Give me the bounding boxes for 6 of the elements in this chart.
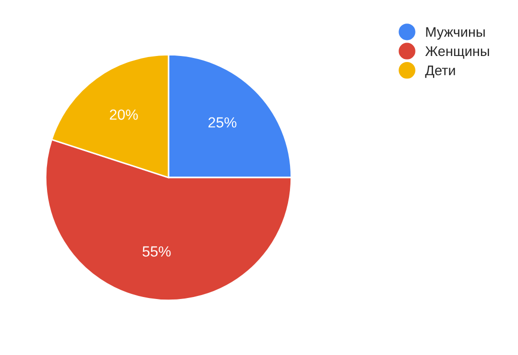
legend-label: Женщины bbox=[425, 46, 489, 59]
data-label: 55% bbox=[142, 246, 171, 257]
legend-label: Дети bbox=[425, 66, 455, 78]
legend-label: Мужчины bbox=[426, 27, 485, 40]
data-label: 20% bbox=[110, 109, 138, 120]
data-label: 25% bbox=[208, 117, 236, 128]
